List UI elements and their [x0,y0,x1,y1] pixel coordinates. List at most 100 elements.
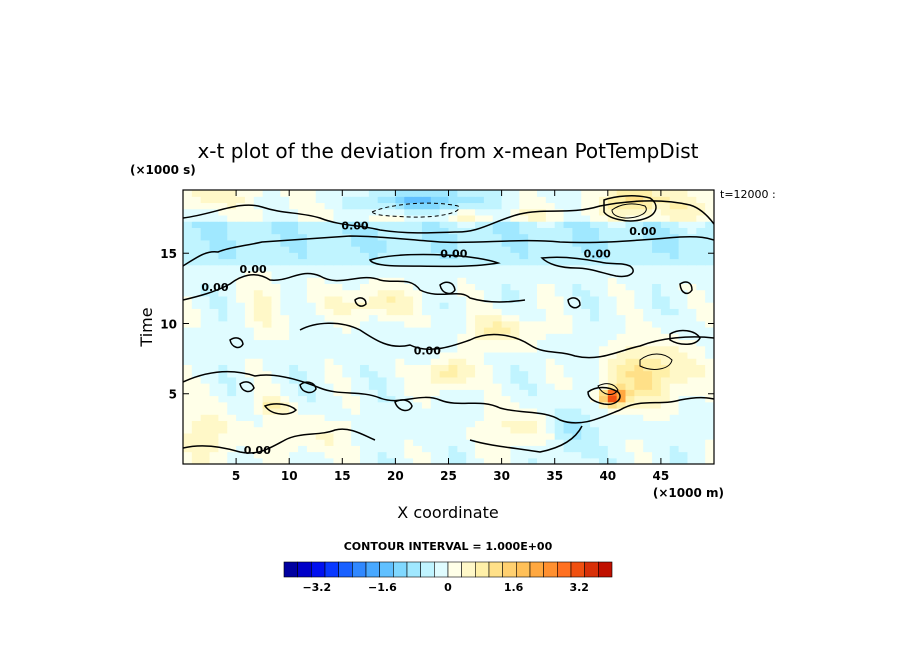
heatmap-cell [413,302,423,309]
heatmap-cell [360,214,370,222]
heatmap-cell [581,345,591,353]
heatmap-cell [191,457,202,464]
heatmap-cell [360,451,370,459]
heatmap-cell [616,445,627,453]
heatmap-cell [448,258,458,266]
heatmap-cell [669,401,680,409]
heatmap-cell [183,327,193,334]
heatmap-cell [616,202,627,210]
heatmap-cell [475,320,485,328]
heatmap-cell [466,283,476,291]
heatmap-cell [616,426,627,434]
heatmap-cell [501,339,512,347]
heatmap-cell [244,457,255,464]
heatmap-cell [696,295,706,303]
heatmap-cell [262,190,273,197]
heatmap-cell [554,345,565,353]
heatmap-cell [351,221,361,228]
heatmap-cell [368,445,379,453]
heatmap-cell [483,196,494,204]
heatmap-cell [572,376,582,384]
heatmap-cell [421,190,432,197]
heatmap-cell [545,252,556,260]
heatmap-cell [386,439,396,446]
heatmap-cell [687,270,697,278]
heatmap-cell [537,358,547,365]
heatmap-cell [643,320,653,328]
heatmap-cell [625,339,635,347]
heatmap-cell [395,239,405,247]
heatmap-cell [262,196,273,204]
heatmap-cell [501,258,512,266]
heatmap-cell [324,264,335,272]
heatmap-cell [351,233,361,241]
heatmap-cell [209,202,219,210]
heatmap-cell [607,370,618,378]
heatmap-cell [306,358,317,365]
heatmap-cell [289,401,299,409]
heatmap-cell [475,258,485,266]
heatmap-cell [554,190,565,197]
heatmap-cell [466,239,476,247]
heatmap-cell [643,302,653,309]
heatmap-cell [315,252,326,260]
heatmap-cell [421,420,432,428]
heatmap-cell [271,451,281,459]
heatmap-cell [466,252,476,260]
heatmap-cell [404,439,414,446]
heatmap-cell [368,270,379,278]
heatmap-cell [616,314,627,322]
heatmap-cell [404,426,414,434]
heatmap-cell [218,439,228,446]
heatmap-cell [545,420,556,428]
heatmap-cell [298,351,308,359]
heatmap-cell [598,333,609,341]
heatmap-cell [360,202,370,210]
heatmap-cell [315,277,326,285]
heatmap-cell [351,351,361,359]
heatmap-cell [457,320,467,328]
heatmap-cell [572,451,582,459]
heatmap-cell [519,327,529,334]
heatmap-cell [333,364,343,372]
heatmap-cell [421,239,432,247]
heatmap-cell [696,289,706,297]
heatmap-cell [572,214,582,222]
heatmap-cell [351,252,361,260]
heatmap-cell [581,333,591,341]
heatmap-cell [421,370,432,378]
chart-title: x-t plot of the deviation from x-mean Po… [197,139,698,163]
heatmap-cell [483,264,494,272]
heatmap-cell [324,196,335,204]
heatmap-cell [271,358,281,365]
heatmap-cell [598,451,609,459]
heatmap-cell [324,426,335,434]
heatmap-cell [483,233,494,241]
heatmap-cell [501,289,512,297]
heatmap-cell [466,246,476,253]
heatmap-cell [687,401,697,409]
heatmap-cell [200,202,211,210]
heatmap-cell [227,196,237,204]
heatmap-cell [271,320,281,328]
heatmap-cell [377,264,388,272]
heatmap-cell [253,345,264,353]
heatmap-cell [200,383,211,390]
heatmap-cell [200,277,211,285]
heatmap-cell [386,283,396,291]
heatmap-cell [705,345,714,353]
heatmap-cell [510,389,520,397]
heatmap-cell [581,221,591,228]
heatmap-cell [634,314,644,322]
heatmap-cell [598,439,609,446]
heatmap-cell [200,252,211,260]
heatmap-cell [501,407,512,415]
heatmap-cell [457,345,467,353]
heatmap-cell [342,314,352,322]
heatmap-cell [519,383,529,390]
heatmap-cell [386,445,396,453]
colorbar-swatch [598,561,613,578]
heatmap-cell [678,283,689,291]
heatmap-cell [413,407,423,415]
heatmap-cell [492,364,503,372]
